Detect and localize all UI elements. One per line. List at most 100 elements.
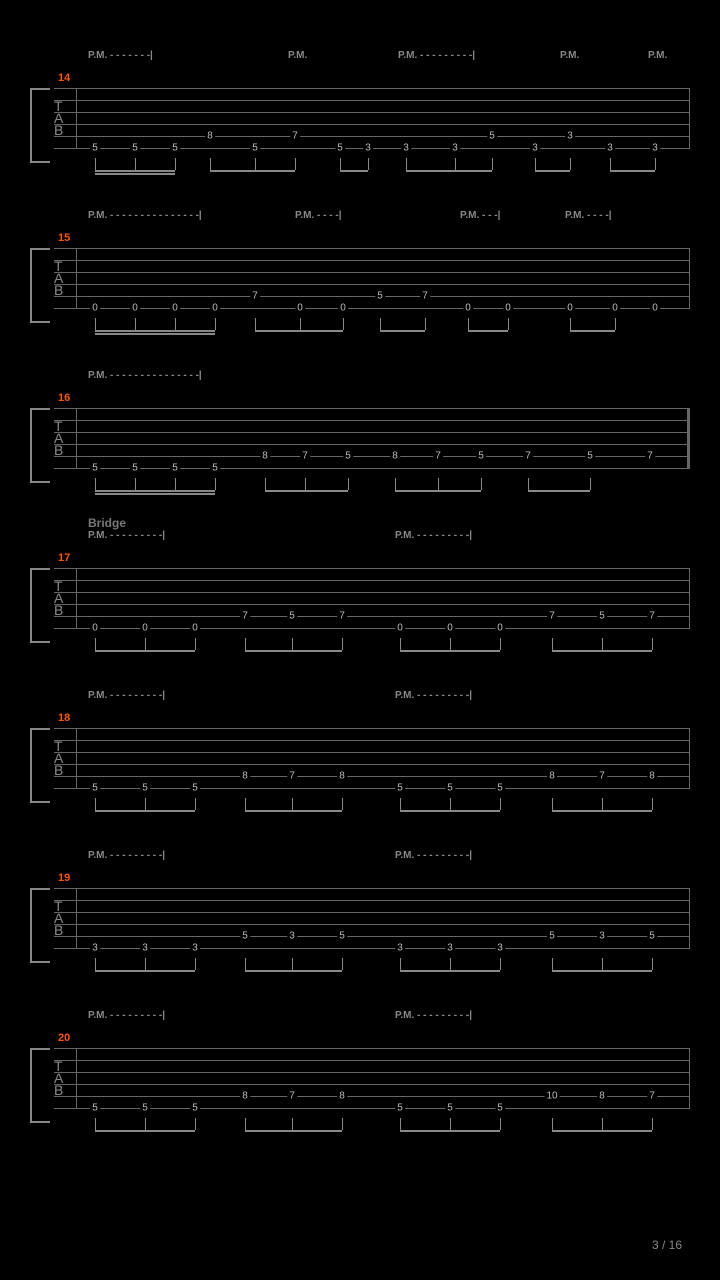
staff-line — [54, 888, 690, 889]
note-stem — [95, 318, 96, 330]
note-stem — [500, 638, 501, 650]
fret-number: 3 — [363, 143, 373, 154]
note-beam — [552, 1130, 652, 1132]
staff-line — [54, 616, 690, 617]
fret-number: 7 — [647, 611, 657, 622]
fret-number: 0 — [190, 623, 200, 634]
staff-line — [54, 272, 690, 273]
staff-line — [54, 420, 690, 421]
pm-marking: P.M. - - - - - - - - -| — [395, 690, 472, 701]
tab-clef: TAB — [54, 260, 63, 296]
fret-number: 5 — [287, 611, 297, 622]
bar-number: 15 — [58, 232, 690, 248]
staff-line — [54, 740, 690, 741]
note-stem — [528, 478, 529, 490]
fret-number: 0 — [495, 623, 505, 634]
note-beam — [255, 330, 343, 332]
note-stem — [450, 1118, 451, 1130]
note-stem — [500, 958, 501, 970]
fret-number: 5 — [190, 1103, 200, 1114]
staff-line — [54, 124, 690, 125]
note-stem — [342, 638, 343, 650]
measure-block: P.M. - - - - - - - - -|P.M. - - - - - - … — [30, 850, 690, 978]
note-stem — [570, 318, 571, 330]
fret-number: 5 — [335, 143, 345, 154]
note-stem — [215, 478, 216, 490]
staff-line — [54, 592, 690, 593]
bar-number: 19 — [58, 872, 690, 888]
staff-line — [54, 936, 690, 937]
pm-marking: P.M. — [648, 50, 667, 61]
note-stem — [652, 1118, 653, 1130]
note-stem — [450, 798, 451, 810]
fret-number: 7 — [433, 451, 443, 462]
fret-number: 5 — [547, 931, 557, 942]
fret-number: 5 — [130, 143, 140, 154]
note-beam — [95, 170, 175, 172]
staff-line — [54, 444, 690, 445]
staff-line — [54, 100, 690, 101]
note-stem — [602, 638, 603, 650]
note-stem — [655, 158, 656, 170]
note-stem — [95, 1118, 96, 1130]
staff-line — [54, 924, 690, 925]
note-stem — [255, 318, 256, 330]
note-beam — [400, 1130, 500, 1132]
fret-number: 7 — [420, 291, 430, 302]
staff-line — [54, 1060, 690, 1061]
fret-number: 3 — [395, 943, 405, 954]
fret-number: 7 — [547, 611, 557, 622]
pm-row: P.M. - - - - - - - - - - - - - - -| — [30, 370, 690, 392]
fret-number: 5 — [170, 143, 180, 154]
note-stem — [400, 638, 401, 650]
fret-number: 0 — [90, 623, 100, 634]
fret-number: 3 — [605, 143, 615, 154]
staff: TAB333535333535 — [30, 888, 690, 978]
fret-number: 7 — [523, 451, 533, 462]
barline — [76, 88, 77, 148]
note-stem — [175, 158, 176, 170]
note-stem — [602, 958, 603, 970]
fret-number: 3 — [90, 943, 100, 954]
note-stem — [438, 478, 439, 490]
fret-number: 8 — [597, 1091, 607, 1102]
note-stem — [292, 958, 293, 970]
fret-number: 8 — [337, 771, 347, 782]
fret-number: 5 — [337, 931, 347, 942]
note-beam — [245, 650, 342, 652]
fret-number: 5 — [210, 463, 220, 474]
staff-bracket — [30, 248, 50, 323]
pm-marking: P.M. — [288, 50, 307, 61]
fret-number: 5 — [445, 783, 455, 794]
pm-marking: P.M. - - - - - - - - -| — [88, 850, 165, 861]
staff-line — [54, 912, 690, 913]
page-indicator: 3 / 16 — [652, 1238, 682, 1252]
fret-number: 0 — [463, 303, 473, 314]
note-stem — [652, 958, 653, 970]
measure-block: P.M. - - - - - - - - -|P.M. - - - - - - … — [30, 1010, 690, 1138]
note-stem — [195, 958, 196, 970]
barline — [76, 1048, 77, 1108]
fret-number: 7 — [240, 611, 250, 622]
measure-block: P.M. - - - - - - - - - - - - - - -|16TAB… — [30, 370, 690, 498]
pm-marking: P.M. - - - - - - - - -| — [398, 50, 475, 61]
staff-line — [54, 752, 690, 753]
note-stem — [400, 958, 401, 970]
staff-line — [54, 1072, 690, 1073]
beam-row — [52, 318, 690, 336]
fret-number: 5 — [445, 1103, 455, 1114]
note-beam — [95, 1130, 195, 1132]
note-beam — [95, 330, 215, 332]
fret-number: 0 — [90, 303, 100, 314]
note-stem — [590, 478, 591, 490]
note-stem — [610, 158, 611, 170]
note-stem — [305, 478, 306, 490]
pm-marking: P.M. - - - - - - - - -| — [88, 690, 165, 701]
bar-number: 17 — [58, 552, 690, 568]
staff-line — [54, 728, 690, 729]
bar-number: 18 — [58, 712, 690, 728]
page-total: 16 — [669, 1238, 682, 1252]
note-beam — [95, 810, 195, 812]
staff-bracket — [30, 1048, 50, 1123]
fret-number: 0 — [130, 303, 140, 314]
